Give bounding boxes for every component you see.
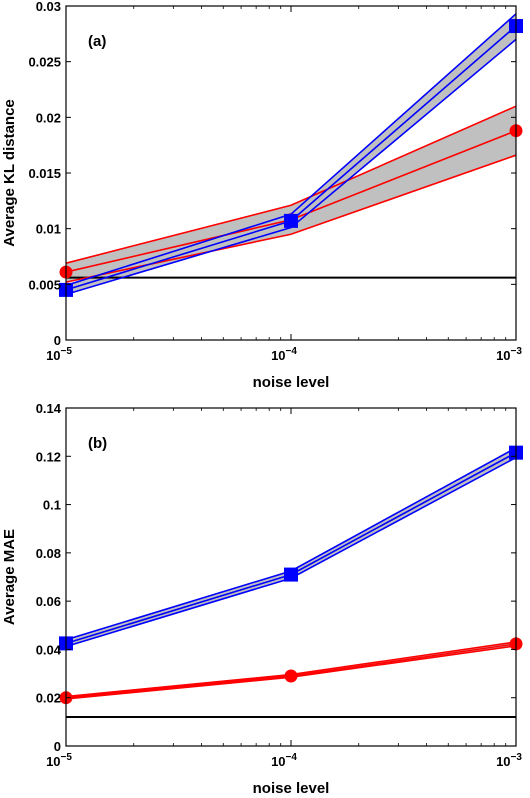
y-tick-label-5: 0.1 [43, 498, 61, 513]
series-1-point-1 [284, 213, 298, 228]
y-axis-label: Average KL distance [1, 99, 18, 247]
y-tick-label-7: 0.14 [36, 401, 62, 416]
y-tick-label-3: 0.015 [28, 166, 61, 181]
panel-a: 0 0.005 0.01 0.015 0.02 0.025 0.03 10−5 10−4 10−3… [1, 0, 523, 391]
y-tick-label-2: 0.04 [36, 642, 62, 657]
y-tick-label-4: 0.02 [36, 110, 61, 125]
panel-label: (a) [88, 33, 106, 50]
series-1-values-line [65, 451, 517, 645]
y-tick-label-4: 0.08 [36, 546, 61, 561]
series-0-upper-line [65, 641, 517, 698]
x-tick-label-1: 10−4 [271, 346, 297, 363]
panel-label: (b) [88, 435, 107, 452]
x-axis-label: noise level [253, 374, 330, 391]
band-series-0 [66, 106, 516, 283]
y-tick-label-2: 0.01 [36, 222, 61, 237]
y-tick-label-0: 0 [54, 739, 61, 754]
x-tick-label-2: 10−3 [496, 346, 522, 363]
y-tick-label-1: 0.02 [36, 691, 61, 706]
y-tick-label-6: 0.03 [36, 0, 61, 14]
y-tick-label-3: 0.06 [36, 594, 61, 609]
panel-b: 0 0.02 0.04 0.06 0.08 0.1 0.12 0.14 10−5 10−4 10−3… [1, 401, 523, 797]
x-tick-label-0: 10−5 [46, 752, 72, 769]
x-tick-label-1: 10−4 [271, 752, 297, 769]
x-tick-label-0: 10−5 [46, 346, 72, 363]
series-0-point-1 [284, 669, 298, 683]
series-0-upper-line [65, 105, 517, 264]
series-1-point-1 [284, 567, 298, 582]
x-tick-label-2: 10−3 [496, 752, 522, 769]
series-1-upper-line [65, 447, 517, 641]
y-tick-label-0: 0 [54, 333, 61, 348]
band-series-1 [66, 447, 516, 647]
y-tick-label-6: 0.12 [36, 449, 61, 464]
y-axis-label: Average MAE [1, 529, 18, 625]
x-axis-label: noise level [253, 780, 330, 797]
y-tick-label-1: 0.005 [28, 277, 61, 292]
y-tick-label-5: 0.025 [28, 55, 61, 70]
